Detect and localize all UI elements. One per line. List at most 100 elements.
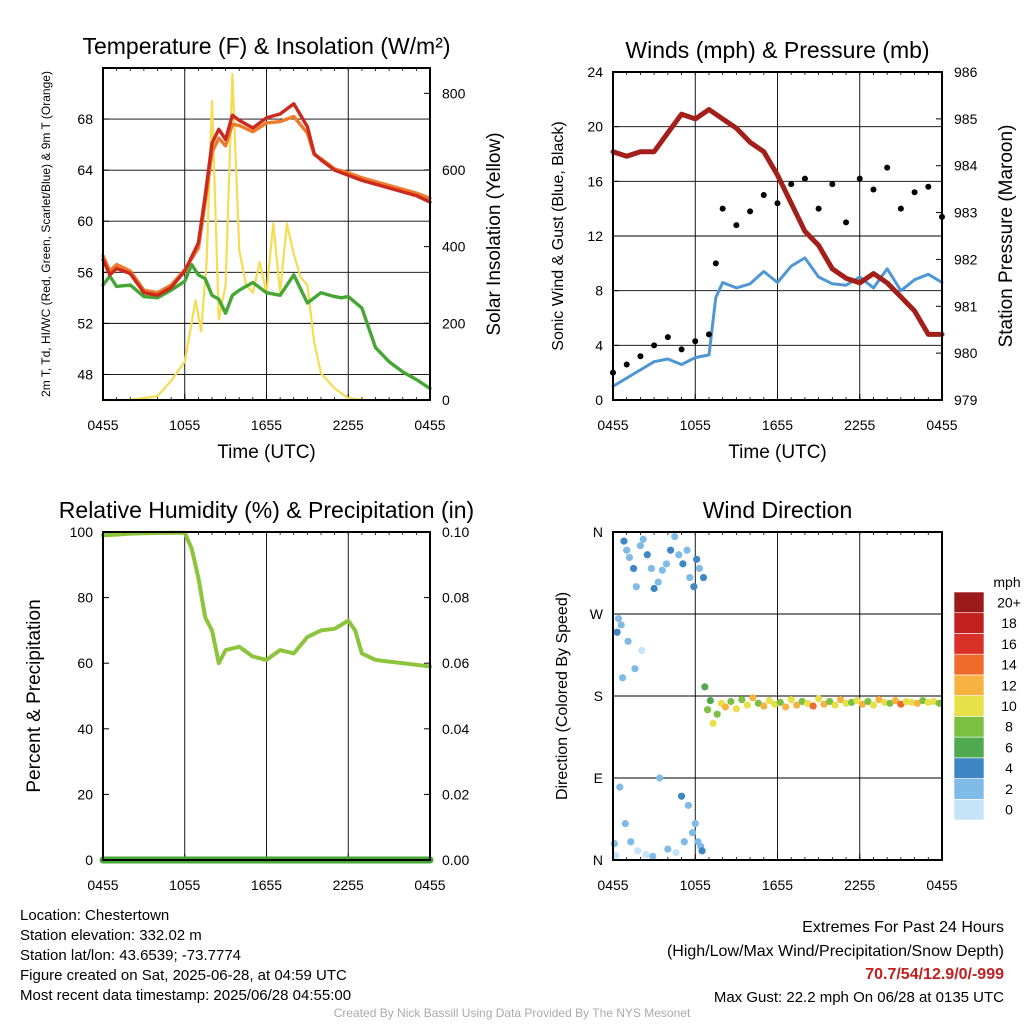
direction-point bbox=[698, 847, 706, 855]
colorbar-swatch bbox=[953, 633, 985, 655]
direction-point bbox=[831, 701, 839, 709]
x-tick-label: 0455 bbox=[87, 417, 118, 433]
gust-point bbox=[733, 222, 740, 229]
x-tick-label: 2255 bbox=[333, 877, 364, 893]
direction-point bbox=[743, 701, 751, 709]
colorbar-swatch bbox=[953, 757, 985, 779]
x-tick-label: 1055 bbox=[680, 877, 711, 893]
direction-point bbox=[886, 699, 894, 707]
x-tick-label: 0455 bbox=[597, 877, 628, 893]
y-right-tick-label: 0.00 bbox=[442, 852, 469, 868]
direction-point bbox=[703, 706, 712, 714]
direction-point bbox=[693, 555, 701, 563]
y-right-tick-label: 600 bbox=[442, 162, 466, 178]
colorbar-swatch bbox=[953, 695, 985, 717]
max-gust-text: Max Gust: 22.2 mph On 06/28 at 0135 UTC bbox=[713, 989, 1004, 1006]
direction-point bbox=[706, 696, 714, 705]
direction-point bbox=[643, 551, 651, 559]
direction-point bbox=[776, 698, 784, 706]
y-left-tick-label: S bbox=[594, 688, 603, 704]
direction-point bbox=[771, 700, 779, 708]
gust-point bbox=[678, 346, 685, 353]
direction-point bbox=[842, 699, 850, 707]
direction-point bbox=[694, 838, 702, 846]
direction-point bbox=[614, 614, 623, 623]
direction-point bbox=[658, 566, 666, 574]
y-right-tick-label: 0.08 bbox=[442, 590, 469, 606]
gust-point bbox=[897, 205, 904, 212]
direction-point bbox=[825, 697, 834, 706]
colorbar-label: 16 bbox=[1001, 636, 1017, 652]
y-left-tick-label: 12 bbox=[587, 228, 603, 244]
series-yellow bbox=[101, 72, 432, 402]
direction-point bbox=[672, 849, 680, 857]
y-right-tick-label: 400 bbox=[442, 239, 466, 255]
series-green bbox=[101, 262, 432, 391]
colorbar-label: 4 bbox=[1005, 760, 1013, 776]
direction-point bbox=[869, 701, 878, 709]
gust-point bbox=[692, 338, 699, 345]
extremes-values: 70.7/54/12.9/0/-999 bbox=[865, 966, 1004, 983]
direction-point bbox=[858, 700, 867, 708]
y-left-axis-label: Sonic Wind & Gust (Blue, Black) bbox=[550, 121, 567, 350]
gust-point bbox=[705, 331, 712, 338]
y-left-tick-label: N bbox=[593, 852, 603, 868]
gust-point bbox=[760, 192, 767, 198]
chart-title: Temperature (F) & Insolation (W/m²) bbox=[82, 33, 450, 59]
direction-point bbox=[662, 560, 671, 568]
series-pressure bbox=[610, 107, 945, 337]
gust-point bbox=[856, 175, 863, 182]
direction-point bbox=[613, 628, 621, 636]
credit-text: Created By Nick Bassill Using Data Provi… bbox=[333, 1006, 691, 1020]
x-tick-label: 0455 bbox=[414, 877, 445, 893]
gust-point bbox=[637, 353, 644, 360]
colorbar-swatch bbox=[953, 612, 985, 634]
direction-point bbox=[853, 696, 861, 705]
direction-point bbox=[804, 699, 812, 707]
direction-point bbox=[618, 674, 627, 682]
y-left-tick-label: 68 bbox=[77, 111, 93, 127]
direction-point bbox=[798, 697, 806, 706]
x-tick-label: 1055 bbox=[169, 877, 200, 893]
direction-point bbox=[621, 819, 629, 828]
latlon-text: Station lat/lon: 43.6539; -73.7774 bbox=[20, 947, 242, 964]
y-left-tick-label: 60 bbox=[77, 655, 93, 671]
direction-point bbox=[891, 696, 899, 705]
direction-point bbox=[634, 847, 642, 855]
direction-point bbox=[847, 698, 856, 706]
colorbar-swatch bbox=[953, 798, 985, 821]
chart-title: Relative Humidity (%) & Precipitation (i… bbox=[59, 497, 474, 523]
colorbar-swatch bbox=[953, 674, 985, 696]
colorbar-label: 18 bbox=[1001, 615, 1017, 631]
direction-point bbox=[656, 774, 664, 782]
direction-point bbox=[880, 698, 889, 706]
y-left-tick-label: 48 bbox=[77, 366, 93, 382]
x-tick-label: 1655 bbox=[762, 877, 793, 893]
direction-point bbox=[650, 584, 658, 593]
gust-point bbox=[651, 342, 658, 349]
y-right-tick-label: 983 bbox=[954, 205, 978, 221]
y-left-tick-label: 60 bbox=[77, 213, 93, 229]
temperature-panel: 0455 1055 1655 2255 0455 48 52 56 60 64 68 0 200 400 6… bbox=[39, 33, 505, 463]
direction-point bbox=[695, 564, 703, 573]
y-right-tick-label: 979 bbox=[954, 392, 978, 408]
direction-point bbox=[616, 783, 624, 791]
colorbar-label: 2 bbox=[1005, 781, 1013, 797]
direction-point bbox=[820, 700, 828, 708]
direction-point bbox=[765, 696, 773, 705]
gust-point bbox=[815, 205, 822, 212]
colorbar-label: 8 bbox=[1005, 719, 1013, 735]
gust-point bbox=[843, 219, 850, 226]
direction-point bbox=[732, 705, 740, 713]
direction-point bbox=[913, 699, 921, 707]
y-left-tick-label: 0 bbox=[595, 392, 603, 408]
colorbar-label: 14 bbox=[1001, 657, 1017, 673]
direction-point bbox=[636, 542, 645, 550]
y-left-tick-label: 24 bbox=[587, 64, 603, 80]
direction-point bbox=[666, 546, 675, 554]
direction-point bbox=[627, 838, 635, 846]
direction-point bbox=[815, 695, 823, 703]
y-left-tick-label: 56 bbox=[77, 264, 93, 280]
y-right-tick-label: 0.10 bbox=[442, 524, 469, 540]
colorbar-label: 10 bbox=[1001, 698, 1017, 714]
